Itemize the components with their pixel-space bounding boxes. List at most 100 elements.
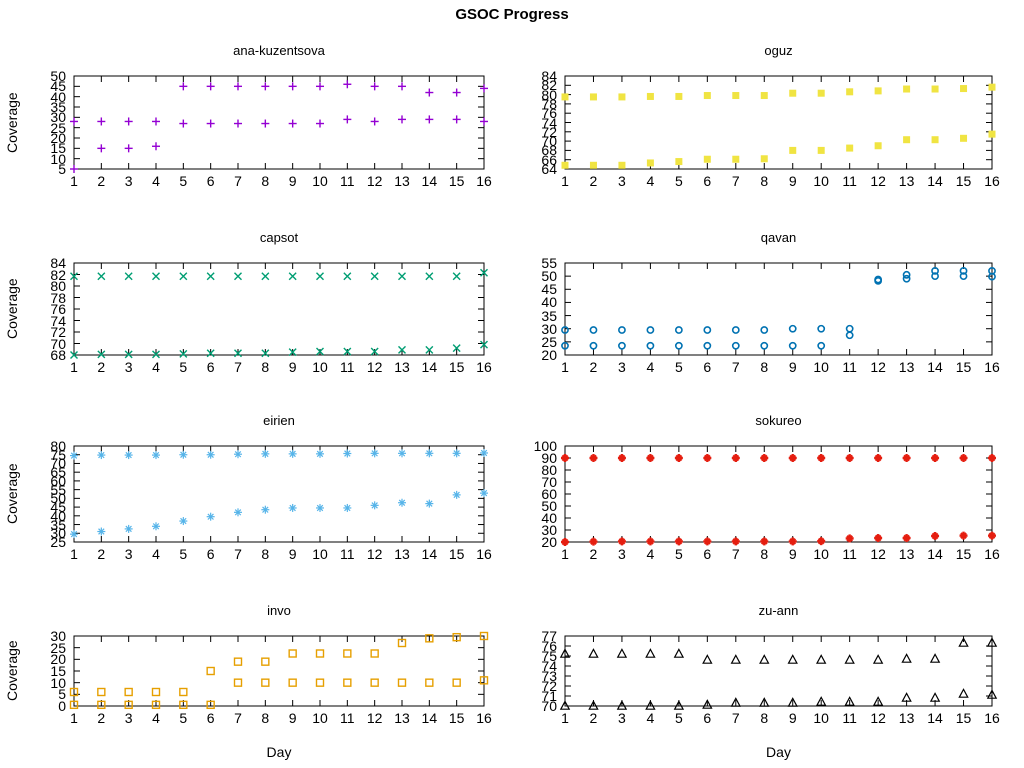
data-point-marker xyxy=(70,351,78,359)
data-point-marker xyxy=(398,115,406,124)
data-point-marker xyxy=(206,82,215,91)
x-tick-label: 1 xyxy=(561,173,569,189)
x-tick-label: 2 xyxy=(589,173,598,189)
x-tick-label: 11 xyxy=(842,173,857,189)
x-tick-label: 8 xyxy=(261,359,270,375)
x-tick-label: 5 xyxy=(179,359,188,375)
x-tick-label: 9 xyxy=(788,546,797,562)
data-point-marker xyxy=(97,144,106,153)
data-point-marker xyxy=(675,158,683,166)
data-point-marker xyxy=(731,326,740,334)
data-point-marker xyxy=(97,350,106,359)
data-point-marker xyxy=(645,700,656,710)
data-point-marker xyxy=(618,161,626,169)
data-point-marker xyxy=(452,88,461,97)
data-point-marker xyxy=(674,454,683,462)
subplot-title: zu-ann xyxy=(758,603,799,618)
y-tick-label: 64 xyxy=(541,161,557,177)
x-tick-label: 3 xyxy=(618,710,626,726)
x-tick-label: 12 xyxy=(366,710,383,726)
data-point-marker xyxy=(452,632,461,642)
subplot-title: eirien xyxy=(263,413,295,428)
data-point-marker xyxy=(343,347,352,356)
y-tick-label: 65 xyxy=(50,464,66,481)
data-point-marker xyxy=(397,678,407,687)
x-tick-label: 11 xyxy=(340,173,355,189)
data-point-marker xyxy=(234,272,242,281)
y-tick-label: 75 xyxy=(541,648,557,664)
data-point-marker xyxy=(931,85,939,93)
data-point-marker xyxy=(588,648,599,658)
data-point-marker xyxy=(124,687,133,697)
data-point-marker xyxy=(902,274,911,283)
data-point-marker xyxy=(673,648,685,658)
data-point-marker xyxy=(702,699,713,709)
y-tick-label: 20 xyxy=(541,534,557,550)
data-point-marker xyxy=(179,82,188,91)
x-tick-label: 6 xyxy=(206,546,215,562)
data-point-marker xyxy=(288,649,297,658)
x-tick-label: 13 xyxy=(394,710,410,726)
plot-border xyxy=(564,262,993,356)
x-tick-label: 8 xyxy=(261,173,270,189)
data-point-marker xyxy=(561,341,569,350)
data-point-marker xyxy=(986,689,998,699)
data-point-marker xyxy=(646,341,655,350)
data-point-marker xyxy=(815,654,827,664)
data-point-marker xyxy=(288,348,297,357)
x-tick-label: 12 xyxy=(366,359,383,375)
y-tick-label: 74 xyxy=(50,312,66,329)
data-point-marker xyxy=(759,697,770,707)
data-point-marker xyxy=(124,144,133,153)
x-tick-label: 4 xyxy=(152,173,160,189)
x-tick-label: 16 xyxy=(984,173,1000,189)
data-point-marker xyxy=(315,649,325,658)
data-point-marker xyxy=(559,700,571,710)
y-tick-label: 45 xyxy=(50,78,66,95)
data-point-marker xyxy=(261,272,270,281)
data-point-marker xyxy=(788,537,797,546)
data-point-marker xyxy=(817,89,825,97)
data-point-marker xyxy=(646,537,655,546)
data-point-marker xyxy=(288,449,297,458)
data-point-marker xyxy=(759,654,770,664)
data-point-marker xyxy=(561,454,569,462)
plot-area xyxy=(70,445,488,543)
y-tick-label: 50 xyxy=(541,268,557,285)
x-tick-label: 1 xyxy=(70,173,78,189)
data-point-marker xyxy=(817,324,826,333)
data-point-marker xyxy=(179,700,188,710)
x-tick-label: 7 xyxy=(731,546,740,562)
x-tick-label: 10 xyxy=(813,359,829,375)
data-point-marker xyxy=(70,530,78,539)
data-point-marker xyxy=(398,272,406,281)
data-point-marker xyxy=(872,654,884,664)
y-tick-label: 71 xyxy=(541,688,557,704)
plot-area xyxy=(69,631,489,710)
data-point-marker xyxy=(559,648,571,658)
data-point-marker xyxy=(929,692,941,702)
y-tick-label: 76 xyxy=(50,301,66,317)
x-tick-label: 7 xyxy=(234,173,242,189)
data-point-marker xyxy=(179,517,188,526)
plot-area xyxy=(561,262,996,356)
x-axis-label: Day xyxy=(766,744,791,760)
data-point-marker xyxy=(452,678,461,687)
data-point-marker xyxy=(789,89,797,97)
x-tick-label: 12 xyxy=(870,546,886,562)
data-point-marker xyxy=(760,92,768,100)
x-tick-label: 1 xyxy=(70,546,78,562)
data-point-marker xyxy=(124,451,133,460)
y-tick-label: 10 xyxy=(50,674,66,691)
data-point-marker xyxy=(817,341,826,350)
data-point-marker xyxy=(674,341,683,350)
y-tick-label: 25 xyxy=(50,639,66,656)
x-tick-label: 9 xyxy=(288,710,297,726)
x-tick-label: 14 xyxy=(421,710,438,726)
data-point-marker xyxy=(646,454,655,462)
x-tick-label: 5 xyxy=(179,710,188,726)
x-tick-label: 7 xyxy=(731,173,740,189)
x-tick-label: 2 xyxy=(97,173,106,189)
x-tick-label: 11 xyxy=(842,710,857,726)
